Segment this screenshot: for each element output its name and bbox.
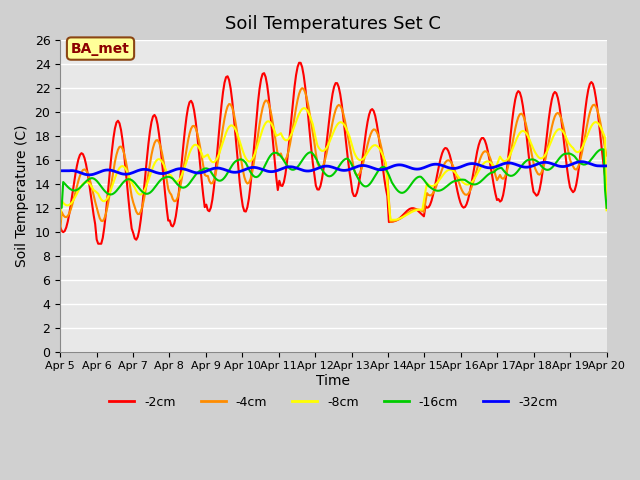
Text: BA_met: BA_met [71, 42, 130, 56]
Title: Soil Temperatures Set C: Soil Temperatures Set C [225, 15, 442, 33]
X-axis label: Time: Time [316, 374, 350, 388]
Legend: -2cm, -4cm, -8cm, -16cm, -32cm: -2cm, -4cm, -8cm, -16cm, -32cm [104, 391, 563, 414]
Y-axis label: Soil Temperature (C): Soil Temperature (C) [15, 125, 29, 267]
